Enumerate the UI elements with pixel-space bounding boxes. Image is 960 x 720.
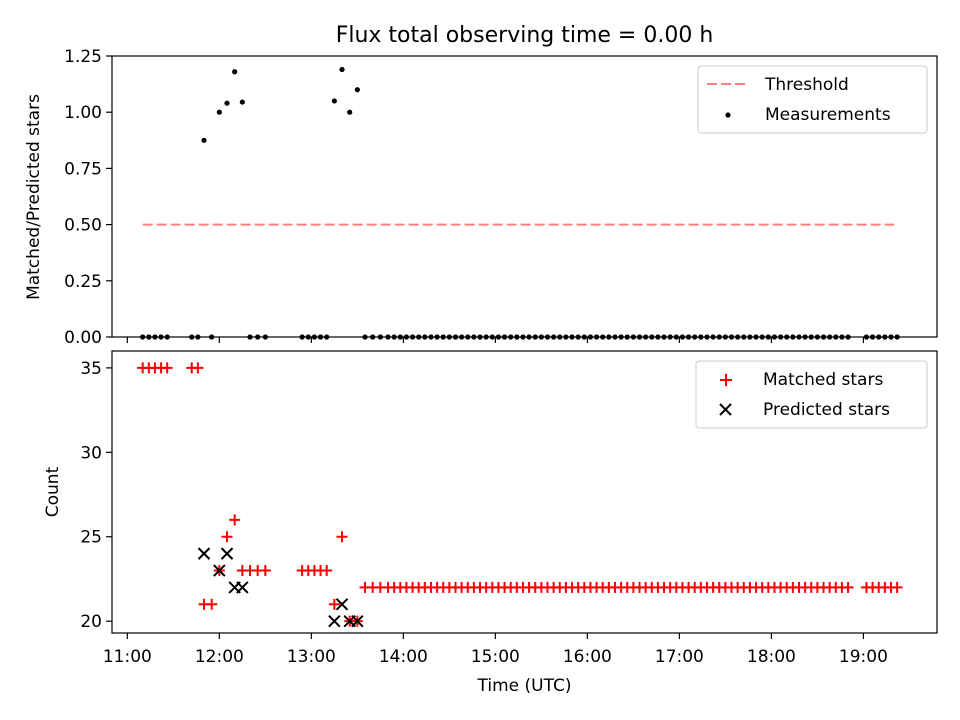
bottom-y-tick-label: 35: [80, 359, 102, 379]
top-y-tick-label: 0.50: [64, 216, 102, 236]
x-tick-label: 11:00: [103, 647, 152, 667]
top-plot-frame: [111, 55, 938, 338]
bottom-y-tick-label: 30: [80, 443, 102, 463]
x-tick-label: 15:00: [471, 647, 520, 667]
measurement-point: [339, 66, 345, 73]
top-y-ticks: 0.00 0.25 0.50 0.75 1.00 1.25: [64, 47, 112, 348]
matched-star-marker: [321, 565, 333, 577]
matched-star-marker: [891, 581, 903, 593]
bottom-plot-frame: [111, 350, 938, 634]
measurement-point: [224, 100, 230, 106]
measurement-point: [232, 69, 238, 75]
predicted-star-marker: [335, 598, 349, 611]
matched-star-marker: [221, 531, 233, 543]
top-y-tick-label: 1.00: [64, 103, 102, 123]
bottom-y-tick-label: 25: [80, 528, 102, 548]
measurements-legend-swatch: [725, 112, 731, 118]
top-y-tick-label: 1.25: [64, 47, 102, 67]
matched-star-marker: [229, 514, 241, 526]
top-panel: 0.00 0.25 0.50 0.75 1.00 1.25 Matched/Predict…: [24, 47, 938, 348]
top-legend-box: [697, 65, 928, 134]
matched-star-marker: [842, 581, 854, 593]
x-tick-label: 18:00: [747, 647, 796, 667]
matched-star-marker: [192, 362, 204, 374]
measurement-point: [216, 109, 222, 115]
x-tick-label: 12:00: [195, 647, 244, 667]
x-tick-label: 17:00: [655, 647, 704, 667]
matched-star-marker: [336, 531, 348, 543]
top-y-tick-label: 0.75: [64, 159, 102, 179]
predicted-star-marker: [220, 547, 234, 560]
bottom-x-ticks: 11:00 12:00 13:00 14:00 15:00 16:00 17:00 18:00…: [103, 633, 888, 667]
predicted-stars-legend-label: Predicted stars: [763, 400, 890, 420]
measurement-point: [201, 137, 207, 143]
bottom-legend: Matched stars Predicted stars: [695, 360, 928, 429]
predicted-stars-series: [197, 547, 364, 628]
matched-star-marker: [206, 598, 218, 610]
matched-stars-legend-swatch: [720, 374, 732, 386]
bottom-y-tick-label: 20: [80, 612, 102, 632]
measurement-point: [331, 98, 337, 104]
chart-title: Flux total observing time = 0.00 h: [336, 23, 714, 48]
matched-star-marker: [328, 598, 340, 610]
predicted-star-marker: [351, 614, 364, 628]
top-y-tick-label: 0.25: [64, 272, 102, 292]
x-tick-label: 16:00: [563, 647, 612, 667]
predicted-star-marker: [197, 547, 211, 560]
predicted-star-marker: [328, 614, 341, 628]
top-legend: Threshold Measurements: [697, 65, 928, 134]
measurement-point: [239, 99, 245, 105]
measurement-point: [354, 87, 360, 93]
top-y-tick-label: 0.00: [64, 328, 102, 348]
predicted-star-marker: [236, 581, 249, 594]
bottom-y-ticks: 20 25 30 35: [80, 359, 112, 632]
x-axis-label: Time (UTC): [477, 676, 572, 696]
x-tick-label: 14:00: [379, 647, 428, 667]
top-y-axis-label: Matched/Predicted stars: [24, 94, 44, 300]
measurement-point: [347, 109, 353, 115]
x-tick-label: 19:00: [839, 647, 888, 667]
predicted-star-marker: [213, 564, 226, 577]
bottom-y-axis-label: Count: [43, 466, 63, 517]
threshold-legend-label: Threshold: [764, 75, 849, 95]
measurements-legend-label: Measurements: [765, 105, 891, 125]
bottom-legend-box: [695, 360, 928, 429]
top-x-ticks: [126, 337, 864, 343]
matched-star-marker: [259, 565, 271, 577]
matched-stars-series: [137, 362, 903, 627]
predicted-stars-legend-swatch: [719, 403, 732, 416]
x-tick-label: 13:00: [287, 647, 336, 667]
matched-stars-legend-label: Matched stars: [763, 370, 883, 390]
matched-star-marker: [161, 362, 173, 374]
